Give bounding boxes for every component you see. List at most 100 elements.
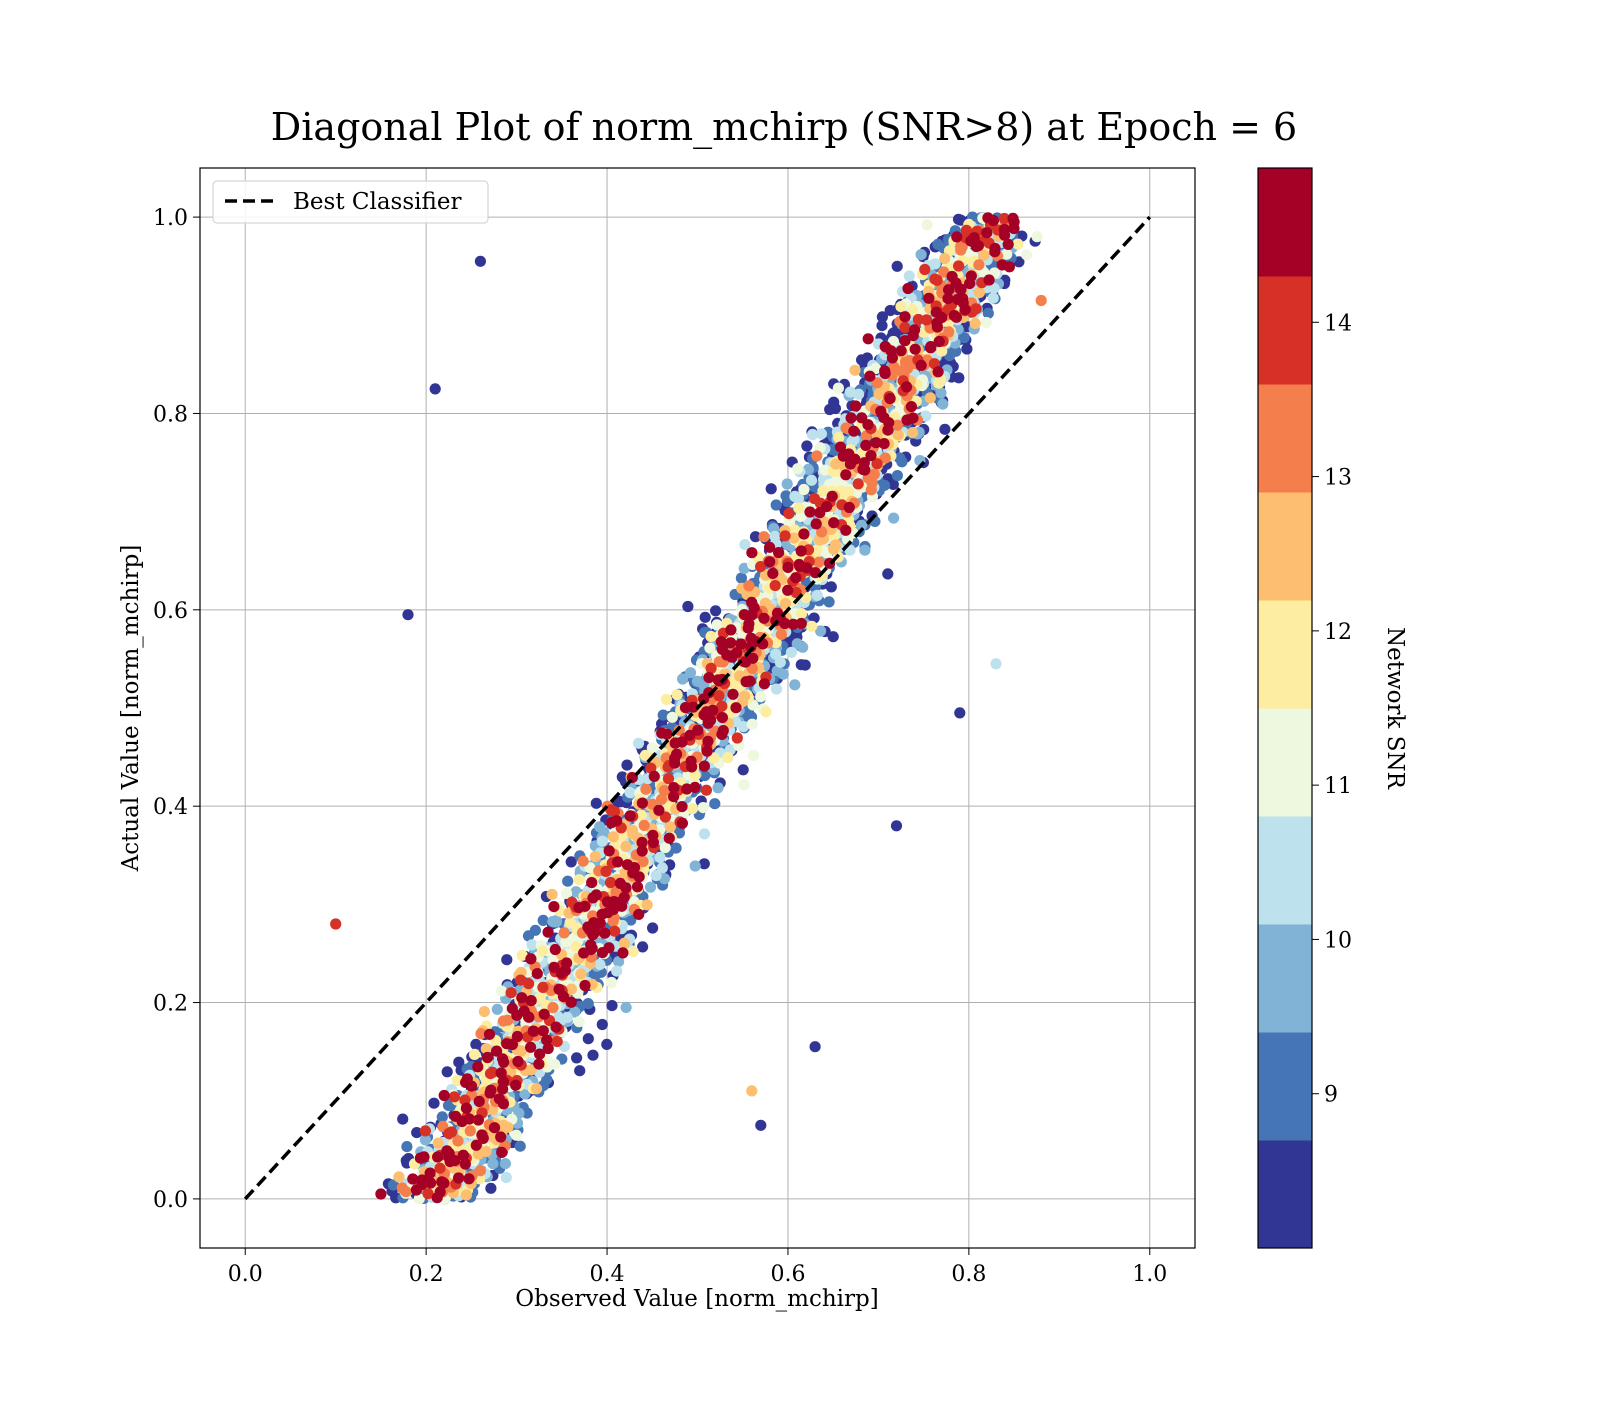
scatter-point: [682, 601, 693, 612]
scatter-point: [771, 499, 782, 510]
scatter-point: [621, 1002, 632, 1013]
scatter-point: [474, 1096, 485, 1107]
scatter-point: [608, 831, 619, 842]
scatter-point: [439, 1090, 450, 1101]
scatter-point: [732, 732, 743, 743]
scatter-point: [939, 253, 950, 264]
scatter-point: [793, 503, 804, 514]
scatter-point: [583, 998, 594, 1009]
scatter-point: [748, 750, 759, 761]
scatter-point: [506, 987, 517, 998]
scatter-point: [511, 1130, 522, 1141]
scatter-point: [853, 478, 864, 489]
scatter-point: [882, 568, 893, 579]
scatter-point: [866, 484, 877, 495]
scatter-point: [1012, 239, 1023, 250]
scatter-point: [974, 287, 985, 298]
scatter-point: [983, 308, 994, 319]
scatter-point: [496, 1147, 507, 1158]
scatter-point: [471, 1140, 482, 1151]
scatter-point: [738, 764, 749, 775]
scatter-point: [402, 609, 413, 620]
scatter-point: [758, 613, 769, 624]
scatter-point: [770, 580, 781, 591]
scatter-point: [501, 1172, 512, 1183]
scatter-point: [895, 301, 906, 312]
scatter-point: [937, 399, 948, 410]
scatter-point: [639, 820, 650, 831]
scatter-point: [901, 381, 912, 392]
scatter-point: [904, 270, 915, 281]
scatter-point: [698, 802, 709, 813]
scatter-point: [665, 821, 676, 832]
scatter-point: [475, 256, 486, 267]
scatter-point: [811, 450, 822, 461]
scatter-point: [771, 684, 782, 695]
scatter-point: [452, 1135, 463, 1146]
scatter-point: [891, 820, 902, 831]
scatter-point: [804, 506, 815, 517]
scatter-point: [792, 463, 803, 474]
scatter-point: [786, 647, 797, 658]
scatter-point: [892, 470, 903, 481]
scatter-point: [953, 214, 964, 225]
scatter-point: [647, 922, 658, 933]
scatter-point: [701, 785, 712, 796]
scatter-point: [990, 658, 1001, 669]
scatter-point: [523, 978, 534, 989]
scatter-point: [859, 545, 870, 556]
scatter-point: [628, 946, 639, 957]
scatter-point: [811, 518, 822, 529]
scatter-point: [933, 366, 944, 377]
scatter-point: [437, 1111, 448, 1122]
scatter-point: [578, 856, 589, 867]
scatter-point: [830, 403, 841, 414]
scatter-point: [661, 694, 672, 705]
scatter-point: [758, 531, 769, 542]
scatter-point: [782, 478, 793, 489]
scatter-point: [1004, 261, 1015, 272]
scatter-point: [611, 966, 622, 977]
scatter-point: [888, 513, 899, 524]
scatter-point: [936, 346, 947, 357]
scatter-point: [916, 360, 927, 371]
scatter-point: [685, 667, 696, 678]
scatter-point: [705, 631, 716, 642]
scatter-point: [783, 508, 794, 519]
scatter-point: [919, 264, 930, 275]
scatter-point: [907, 427, 918, 438]
scatter-point: [833, 383, 844, 394]
scatter-point: [812, 590, 823, 601]
scatter-point: [892, 261, 903, 272]
scatter-point: [552, 1036, 563, 1047]
scatter-point: [1021, 249, 1032, 260]
scatter-point: [746, 1085, 757, 1096]
scatter-point: [637, 941, 648, 952]
scatter-point: [465, 1125, 476, 1136]
scatter-point: [687, 803, 698, 814]
scatter-point: [913, 314, 924, 325]
scatter-point: [597, 836, 608, 847]
scatter-point: [420, 1125, 431, 1136]
scatter-point: [939, 424, 950, 435]
scatter-point: [482, 1052, 493, 1063]
scatter-point: [709, 798, 720, 809]
scatter-point: [433, 1138, 444, 1149]
scatter-point: [713, 690, 724, 701]
scatter-point: [619, 938, 630, 949]
scatter-point: [942, 293, 953, 304]
scatter-point: [498, 1015, 509, 1026]
scatter-point: [485, 1068, 496, 1079]
scatter-point: [393, 1171, 404, 1182]
scatter-point: [625, 787, 636, 798]
scatter-point: [953, 260, 964, 271]
scatter-point: [1036, 295, 1047, 306]
scatter-point: [798, 484, 809, 495]
scatter-point: [587, 1050, 598, 1061]
scatter-point: [828, 543, 839, 554]
scatter-point: [759, 678, 770, 689]
scatter-point: [780, 530, 791, 541]
scatter-point: [621, 760, 632, 771]
scatter-point: [789, 491, 800, 502]
scatter-point: [664, 833, 675, 844]
